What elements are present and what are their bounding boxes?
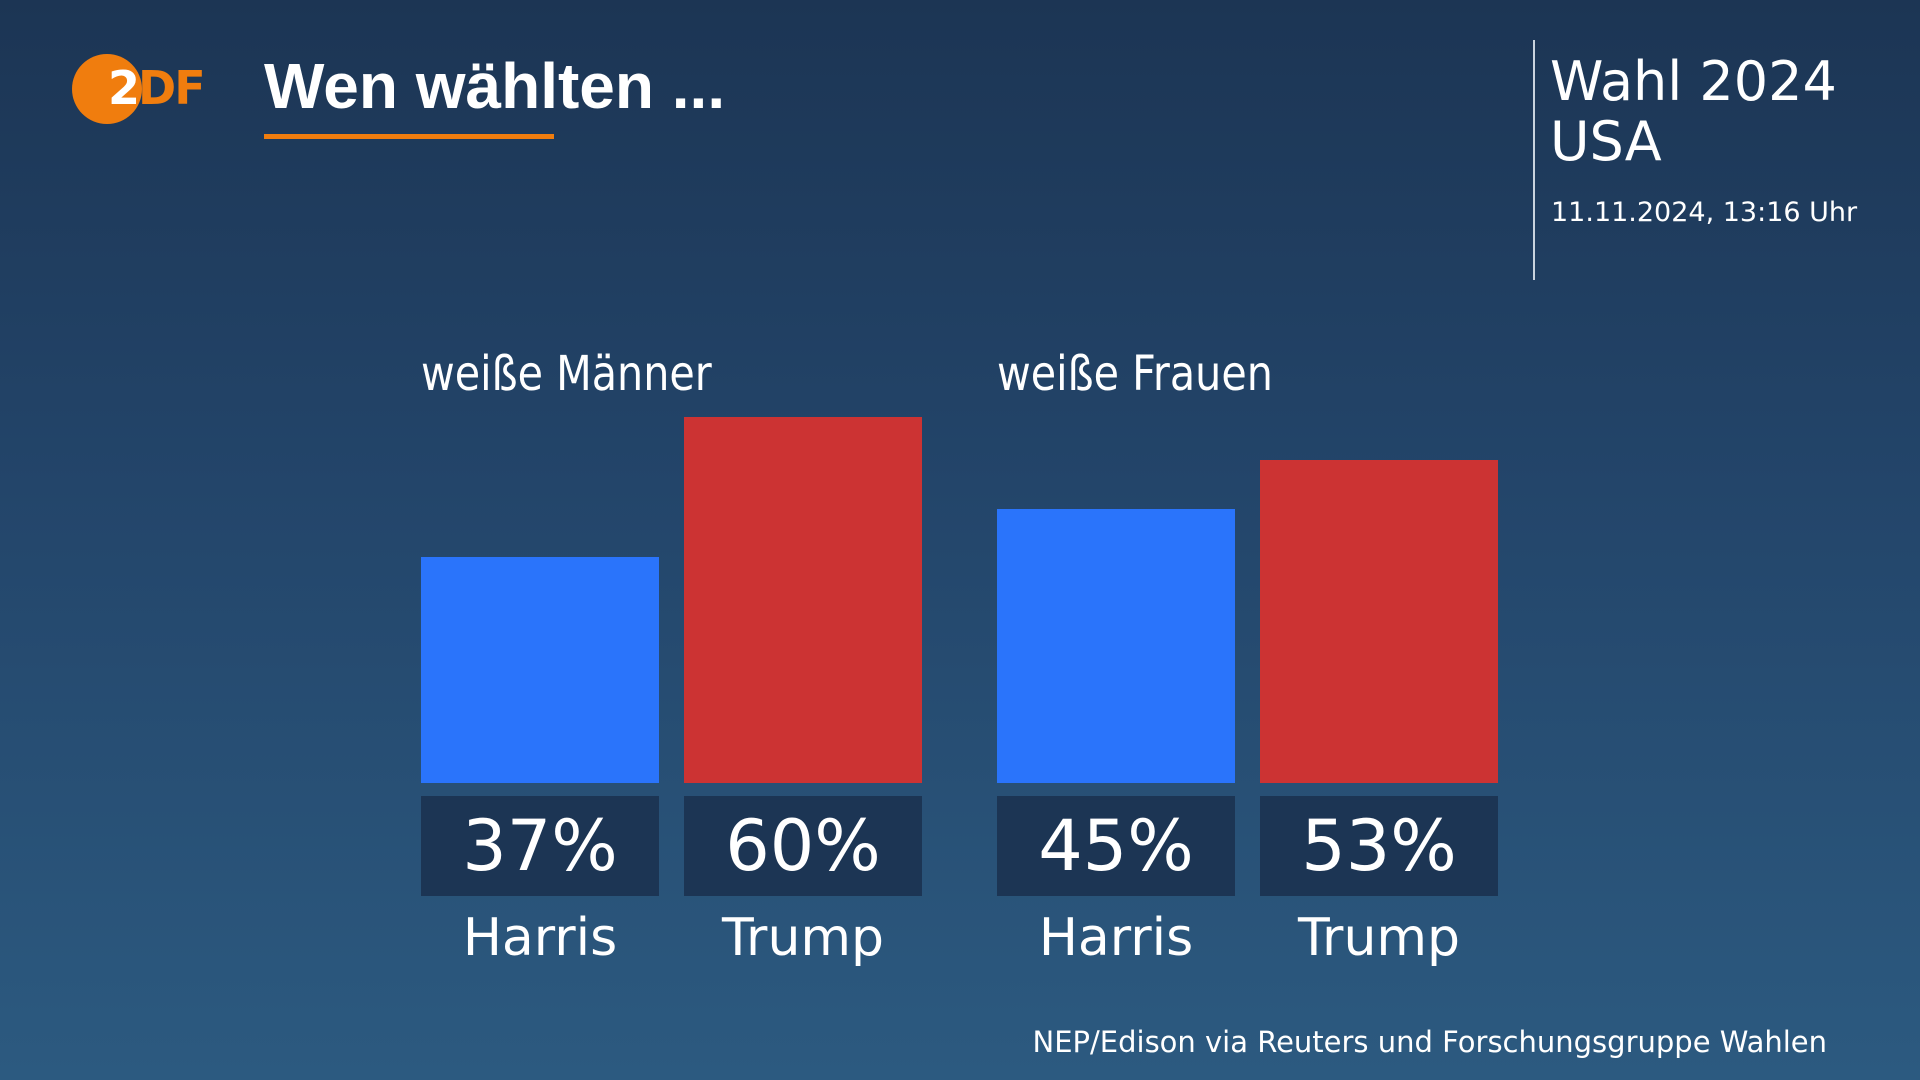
- timestamp: 11.11.2024, 13:16 Uhr: [1551, 197, 1858, 228]
- value-label: 53%: [1260, 796, 1498, 896]
- group-label: weiße Männer: [421, 346, 712, 402]
- election-country: USA: [1550, 110, 1662, 173]
- title-underline: [264, 134, 554, 139]
- candidate-label: Harris: [1038, 908, 1194, 968]
- bar-trump: [684, 417, 922, 783]
- bar-harris: [997, 508, 1235, 783]
- zdf-logo: 2DF: [72, 52, 206, 128]
- value-label: 45%: [997, 796, 1235, 896]
- value-label: 37%: [421, 796, 659, 896]
- value-label: 60%: [684, 796, 922, 896]
- zdf-logo-circle: [72, 54, 142, 124]
- source-note: NEP/Edison via Reuters und Forschungsgru…: [1032, 1025, 1828, 1059]
- zdf-logo-text: 2DF: [108, 61, 206, 115]
- header-divider: [1533, 40, 1535, 280]
- group-label: weiße Frauen: [997, 346, 1273, 402]
- candidate-label: Trump: [1297, 908, 1461, 968]
- bar-harris: [421, 557, 659, 783]
- bar-trump: [1260, 459, 1498, 783]
- page-title: Wen wählten ...: [264, 50, 726, 122]
- candidate-label: Harris: [462, 908, 618, 968]
- candidate-label: Trump: [721, 908, 885, 968]
- election-title: Wahl 2024: [1550, 50, 1837, 113]
- election-label: Wahl 2024 USA: [1550, 52, 1837, 172]
